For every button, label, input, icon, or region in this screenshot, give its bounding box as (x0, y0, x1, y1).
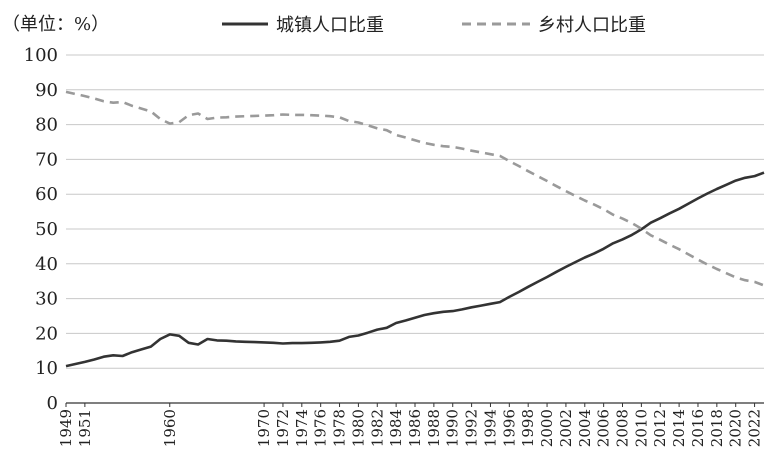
x-tick-label: 2016 (689, 409, 707, 447)
legend-label-rural: 乡村人口比重 (538, 15, 646, 36)
y-tick-label: 20 (35, 323, 58, 344)
x-tick-label: 1994 (481, 409, 499, 447)
y-tick-label: 40 (35, 254, 58, 275)
x-tick-label: 1951 (76, 409, 94, 447)
x-tick-label: 2020 (727, 409, 745, 447)
x-tick-label: 2022 (746, 409, 764, 447)
x-tick-label: 2006 (595, 409, 613, 447)
y-tick-label: 10 (35, 358, 58, 379)
x-tick-label: 2002 (557, 409, 575, 447)
x-tick-label: 2010 (632, 409, 650, 447)
x-tick-label: 1992 (463, 409, 481, 447)
x-tick-label: 2004 (576, 409, 594, 447)
x-axis-ticks: 1949 1951 1960 1970 1972 1974 1976 1978 1980 1982… (57, 403, 764, 447)
x-tick-label: 1982 (368, 409, 386, 447)
series-line-rural (65, 90, 765, 287)
x-tick-label: 2014 (670, 409, 688, 447)
x-tick-label: 1988 (425, 409, 443, 447)
series-lines (65, 90, 765, 368)
gridlines (66, 54, 764, 369)
x-tick-label: 1960 (161, 409, 179, 447)
y-tick-label: 90 (35, 80, 58, 101)
unit-label: （单位：%） (2, 14, 109, 35)
x-tick-label: 1980 (349, 409, 367, 447)
y-tick-label: 70 (35, 149, 58, 170)
x-tick-label: 2018 (708, 409, 726, 447)
x-tick-label: 1974 (293, 409, 311, 447)
x-tick-label: 1990 (444, 409, 462, 447)
legend-label-urban: 城镇人口比重 (276, 15, 384, 36)
x-tick-label: 1996 (500, 409, 518, 447)
x-tick-label: 1984 (387, 409, 405, 447)
x-tick-label: 1970 (255, 409, 273, 447)
x-tick-label: 2000 (538, 409, 556, 447)
y-axis-ticks: 0 10 20 30 40 50 60 70 80 90 100 (24, 45, 58, 414)
x-tick-label: 1978 (331, 409, 349, 447)
y-tick-label: 0 (47, 393, 58, 414)
x-tick-label: 1949 (57, 409, 75, 447)
x-tick-label: 1972 (274, 409, 292, 447)
y-tick-label: 50 (35, 219, 58, 240)
y-tick-label: 80 (35, 115, 58, 136)
series-line-urban (65, 171, 765, 368)
x-tick-label: 2008 (614, 409, 632, 447)
x-tick-label: 1998 (519, 409, 537, 447)
y-tick-label: 30 (35, 289, 58, 310)
y-tick-label: 60 (35, 184, 58, 205)
y-tick-label: 100 (24, 45, 58, 66)
legend: 城镇人口比重 乡村人口比重 (222, 15, 646, 36)
x-tick-label: 1986 (406, 409, 424, 447)
x-tick-label: 1976 (312, 409, 330, 447)
x-tick-label: 2012 (651, 409, 669, 447)
